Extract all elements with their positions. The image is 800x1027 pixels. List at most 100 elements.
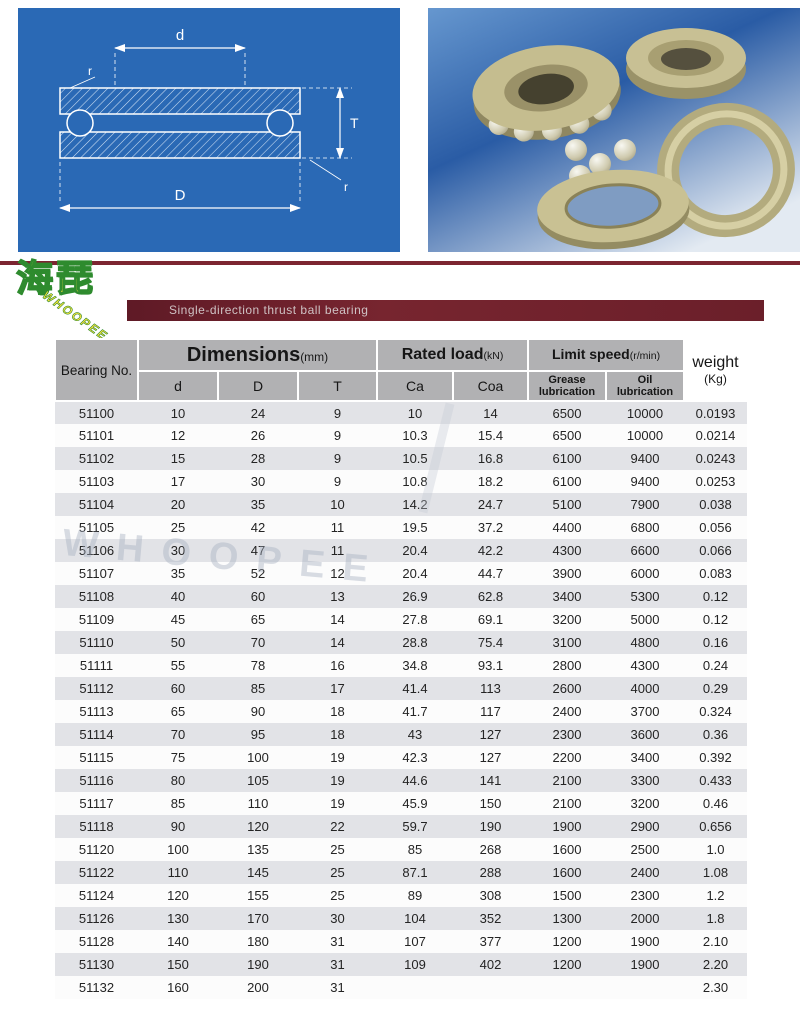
- dim-label-r-top: r: [88, 64, 92, 78]
- table-cell: 31: [298, 976, 377, 999]
- table-cell: 95: [218, 723, 298, 746]
- table-cell: 52: [218, 562, 298, 585]
- table-cell: 1900: [606, 953, 684, 976]
- header-col-ca: Ca: [376, 370, 454, 402]
- table-cell: 2600: [528, 677, 606, 700]
- table-row: 51120 100 135 25 85 268 1600 2500 1.0: [55, 838, 747, 861]
- table-cell: 145: [218, 861, 298, 884]
- header-dimensions: Dimensions(mm): [137, 338, 378, 372]
- table-cell: 9: [298, 401, 377, 424]
- table-cell: 42.3: [377, 746, 453, 769]
- brand-logo: 海琵 WHOOPEE: [15, 248, 136, 343]
- banner-text: Single-direction thrust ball bearing: [169, 303, 369, 317]
- table-cell: 5300: [606, 585, 684, 608]
- table-cell: 78: [218, 654, 298, 677]
- table-cell: 20.4: [377, 562, 453, 585]
- table-cell: 7900: [606, 493, 684, 516]
- table-cell: 51124: [55, 884, 138, 907]
- table-cell: 51115: [55, 746, 138, 769]
- table-cell: 13: [298, 585, 377, 608]
- table-cell: 51107: [55, 562, 138, 585]
- table-cell: 4400: [528, 516, 606, 539]
- bearing-spec-table: Bearing No. Dimensions(mm) Rated load(kN…: [54, 338, 748, 999]
- header-limit-speed-unit: (r/min): [629, 350, 661, 362]
- table-cell: 62.8: [453, 585, 528, 608]
- bearing-product-photo: [428, 8, 800, 252]
- table-cell: 35: [138, 562, 218, 585]
- table-cell: 6500: [528, 424, 606, 447]
- table-cell: 59.7: [377, 815, 453, 838]
- table-cell: 1.2: [684, 884, 747, 907]
- table-cell: 70: [138, 723, 218, 746]
- top-washer: [59, 87, 301, 115]
- table-cell: 0.066: [684, 539, 747, 562]
- table-cell: 135: [218, 838, 298, 861]
- table-cell: 2800: [528, 654, 606, 677]
- table-cell: 2400: [606, 861, 684, 884]
- bearing-cross-section-diagram: d r T r D: [18, 8, 400, 252]
- ball-right: [266, 109, 294, 137]
- table-cell: 12: [298, 562, 377, 585]
- table-cell: 268: [453, 838, 528, 861]
- table-cell: 105: [218, 769, 298, 792]
- table-row: 51110 50 70 14 28.8 75.4 3100 4800 0.16: [55, 631, 747, 654]
- header-rated-load-unit: (kN): [483, 350, 504, 362]
- loose-ball: [589, 153, 611, 175]
- table-cell: 127: [453, 746, 528, 769]
- header-col-coa: Coa: [452, 370, 529, 402]
- table-cell: 25: [298, 838, 377, 861]
- table-cell: 117: [453, 700, 528, 723]
- bottom-washer: [59, 131, 301, 159]
- table-cell: 110: [218, 792, 298, 815]
- table-cell: 9: [298, 470, 377, 493]
- table-cell: 2300: [606, 884, 684, 907]
- table-cell: 107: [377, 930, 453, 953]
- table-cell: 51122: [55, 861, 138, 884]
- table-cell: 150: [138, 953, 218, 976]
- table-cell: 37.2: [453, 516, 528, 539]
- table-cell: 80: [138, 769, 218, 792]
- table-row: 51122 110 145 25 87.1 288 1600 2400 1.08: [55, 861, 747, 884]
- photo-svg: [428, 8, 800, 252]
- table-cell: 0.12: [684, 585, 747, 608]
- table-cell: 0.46: [684, 792, 747, 815]
- table-cell: 15: [138, 447, 218, 470]
- table-cell: 3400: [606, 746, 684, 769]
- table-cell: 377: [453, 930, 528, 953]
- table-cell: 0.056: [684, 516, 747, 539]
- header-bearing-no-label: Bearing No.: [60, 362, 133, 378]
- table-row: 51112 60 85 17 41.4 113 2600 4000 0.29: [55, 677, 747, 700]
- header-col-grease: Grease lubrication: [527, 370, 607, 402]
- table-cell: 2100: [528, 792, 606, 815]
- table-cell: 51111: [55, 654, 138, 677]
- table-cell: [377, 976, 453, 999]
- table-row: 51105 25 42 11 19.5 37.2 4400 6800 0.056: [55, 516, 747, 539]
- table-cell: 4000: [606, 677, 684, 700]
- table-cell: 0.16: [684, 631, 747, 654]
- table-cell: 51100: [55, 401, 138, 424]
- table-cell: 140: [138, 930, 218, 953]
- table-cell: 5000: [606, 608, 684, 631]
- table-cell: 75.4: [453, 631, 528, 654]
- table-cell: 0.392: [684, 746, 747, 769]
- table-cell: 120: [138, 884, 218, 907]
- table-cell: 180: [218, 930, 298, 953]
- table-cell: 0.12: [684, 608, 747, 631]
- table-cell: 1900: [606, 930, 684, 953]
- table-cell: 3900: [528, 562, 606, 585]
- header-limit-speed: Limit speed(r/min): [527, 338, 685, 372]
- table-cell: 51108: [55, 585, 138, 608]
- table-cell: 51101: [55, 424, 138, 447]
- table-cell: 9: [298, 424, 377, 447]
- table-cell: 19: [298, 792, 377, 815]
- table-cell: 50: [138, 631, 218, 654]
- table-cell: 14: [453, 401, 528, 424]
- header-col-d: d: [137, 370, 219, 402]
- table-row: 51117 85 110 19 45.9 150 2100 3200 0.46: [55, 792, 747, 815]
- table-cell: 402: [453, 953, 528, 976]
- header-dimensions-unit: (mm): [300, 349, 329, 364]
- table-cell: 2500: [606, 838, 684, 861]
- table-cell: 51110: [55, 631, 138, 654]
- table-cell: 47: [218, 539, 298, 562]
- table-cell: 89: [377, 884, 453, 907]
